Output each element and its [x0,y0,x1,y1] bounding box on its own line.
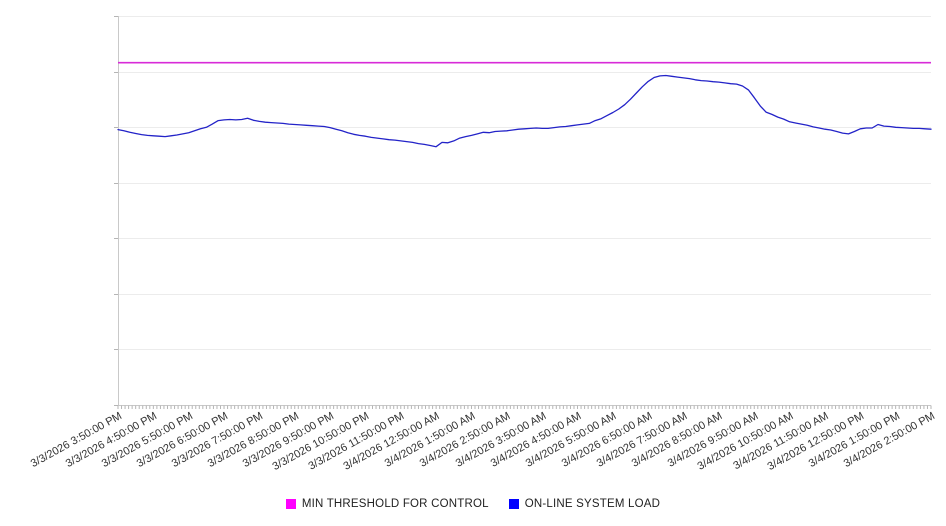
chart-legend: MIN THRESHOLD FOR CONTROL ON-LINE SYSTEM… [0,498,946,510]
legend-item-load: ON-LINE SYSTEM LOAD [508,498,661,510]
x-minor-ticks [117,405,932,409]
plot-area [114,16,932,409]
legend-label-threshold: MIN THRESHOLD FOR CONTROL [301,498,489,510]
legend-label-load: ON-LINE SYSTEM LOAD [524,498,661,510]
legend-item-threshold: MIN THRESHOLD FOR CONTROL [285,498,489,510]
load-swatch-icon [508,499,519,509]
threshold-swatch-icon [285,499,296,509]
load-series-line [117,74,932,148]
